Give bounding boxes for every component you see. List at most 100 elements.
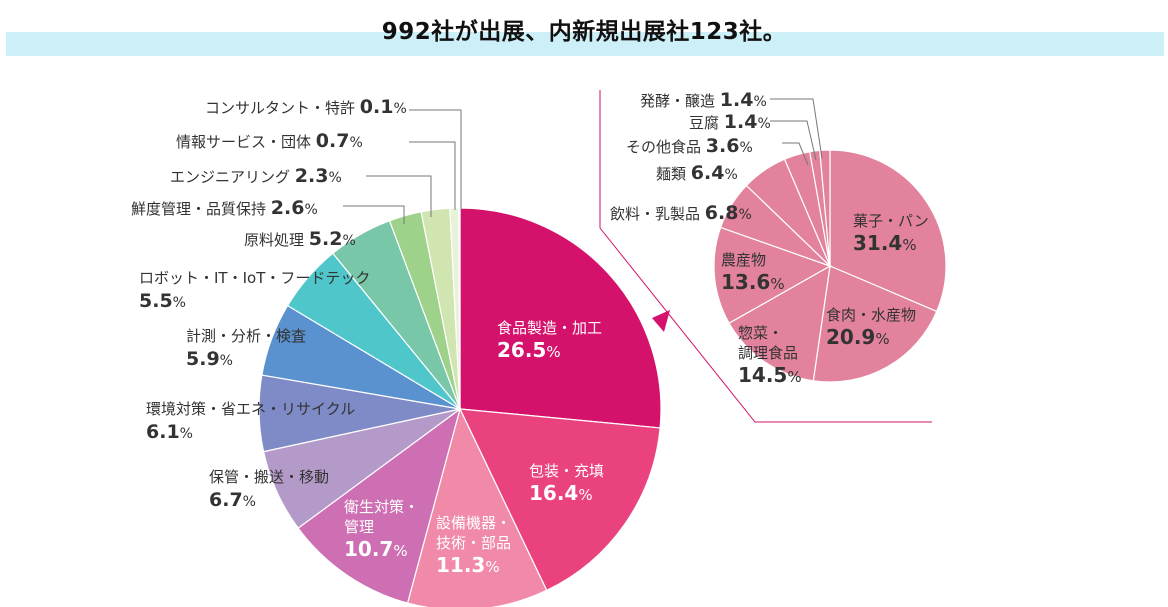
main-pie-value-number: 6.1 bbox=[146, 421, 180, 443]
main-pie-category-label: 管理 bbox=[344, 518, 374, 536]
main-pie-unit-label: % bbox=[546, 343, 560, 361]
breakdown-pie-value-number: 14.5 bbox=[738, 363, 787, 387]
breakdown-pie-category-label: その他食品 bbox=[626, 138, 706, 156]
main-pie-label: 鮮度管理・品質保持 2.6% bbox=[131, 197, 318, 219]
main-pie-value-label: 26.5% bbox=[497, 338, 561, 362]
breakdown-pie-value-label: 14.5% bbox=[738, 363, 802, 387]
breakdown-pie-unit-label: % bbox=[724, 167, 737, 183]
main-pie-unit-label: % bbox=[243, 494, 256, 510]
breakdown-pie-slice bbox=[829, 149, 947, 313]
main-pie-leader-line bbox=[409, 141, 456, 210]
breakdown-pie-leader-line bbox=[782, 142, 809, 166]
main-pie-unit-label: % bbox=[220, 353, 233, 369]
breakdown-pie-labels: 菓子・パン31.4%食肉・水産物20.9%惣菜・調理食品14.5%農産物13.6… bbox=[610, 89, 929, 387]
main-pie-category-label: 計測・分析・検査 bbox=[186, 327, 306, 345]
main-pie-value-label: 11.3% bbox=[436, 553, 500, 577]
main-pie-unit-label: % bbox=[342, 233, 355, 249]
breakdown-pie-label: 麺類 6.4% bbox=[656, 162, 738, 184]
main-pie-unit-label: % bbox=[304, 202, 317, 218]
main-pie-category-label: エンジニアリング bbox=[170, 168, 295, 186]
main-pie-value-number: 26.5 bbox=[497, 338, 546, 362]
breakdown-pie-value-number: 31.4 bbox=[853, 231, 902, 255]
main-pie-unit-label: % bbox=[328, 170, 341, 186]
breakdown-pie-value-number: 13.6 bbox=[721, 270, 770, 294]
main-pie-unit-label: % bbox=[349, 135, 362, 151]
main-pie-category-label: コンサルタント・特許 bbox=[205, 99, 360, 117]
breakdown-pie-unit-label: % bbox=[902, 236, 916, 254]
breakdown-pie-unit-label: % bbox=[770, 275, 784, 293]
breakdown-pie-leader-lines bbox=[770, 98, 823, 166]
main-pie-unit-label: % bbox=[393, 542, 407, 560]
breakdown-pie-category-label: 農産物 bbox=[721, 251, 766, 269]
breakdown-pie-category-label: 惣菜・ bbox=[738, 324, 783, 342]
breakdown-pie-unit-label: % bbox=[738, 207, 751, 223]
breakdown-pie-category-label: 発酵・醸造 bbox=[640, 92, 720, 110]
main-pie-slice bbox=[459, 408, 661, 592]
breakdown-pie-value-label: 20.9% bbox=[826, 325, 890, 349]
breakdown-pie-slice bbox=[713, 226, 832, 324]
main-pie-unit-label: % bbox=[485, 558, 499, 576]
main-pie-leader-line bbox=[343, 205, 405, 224]
main-pie-label: 原料処理 5.2% bbox=[244, 228, 356, 250]
main-pie-category-label: 包装・充填 bbox=[529, 462, 604, 480]
main-pie-value-number: 10.7 bbox=[344, 537, 393, 561]
breakdown-pie-leader-line bbox=[770, 120, 817, 161]
breakdown-pie-value-label: 1.4 bbox=[724, 111, 758, 133]
main-pie-unit-label: % bbox=[393, 101, 406, 117]
main-pie-category-label: 原料処理 bbox=[244, 231, 309, 249]
breakdown-pie-unit-label: % bbox=[787, 368, 801, 386]
breakdown-pie-value-label: 3.6 bbox=[706, 135, 740, 157]
breakdown-pie-value-number: 20.9 bbox=[826, 325, 875, 349]
main-pie-unit-label: % bbox=[180, 426, 193, 442]
main-pie-label: 情報サービス・団体 0.7% bbox=[176, 130, 363, 152]
breakdown-pie bbox=[713, 149, 947, 383]
main-pie-label: エンジニアリング 2.3% bbox=[170, 165, 342, 187]
main-pie-value-label: 0.7 bbox=[316, 130, 350, 152]
main-pie bbox=[258, 207, 662, 607]
breakdown-pie-value-label: 13.6% bbox=[721, 270, 785, 294]
main-pie-category-label: 保管・搬送・移動 bbox=[209, 468, 329, 486]
main-pie-value-label: 2.3 bbox=[295, 165, 329, 187]
main-pie-slice bbox=[297, 407, 462, 604]
main-pie-value-number: 5.9 bbox=[186, 348, 220, 370]
main-pie-value-label: 5.9% bbox=[186, 348, 233, 370]
breakdown-pie-unit-label: % bbox=[875, 330, 889, 348]
breakdown-pie-value-label: 6.4 bbox=[691, 162, 725, 184]
main-pie-value-number: 6.7 bbox=[209, 489, 243, 511]
breakdown-pie-category-label: 食肉・水産物 bbox=[826, 306, 916, 324]
main-pie-category-label: ロボット・IT・IoT・フードテック bbox=[139, 269, 370, 287]
main-pie-value-label: 6.7% bbox=[209, 489, 256, 511]
main-pie-value-label: 16.4% bbox=[529, 481, 593, 505]
main-pie-label: コンサルタント・特許 0.1% bbox=[205, 96, 407, 118]
breakdown-pie-label: 豆腐 1.4% bbox=[689, 111, 771, 133]
main-pie-value-number: 16.4 bbox=[529, 481, 578, 505]
main-pie-leader-line bbox=[409, 109, 462, 210]
main-pie-value-label: 6.1% bbox=[146, 421, 193, 443]
breakdown-pie-unit-label: % bbox=[757, 116, 770, 132]
breakdown-pie-category-label: 調理食品 bbox=[738, 344, 798, 362]
breakdown-pie-value-label: 6.8 bbox=[705, 202, 739, 224]
main-pie-leader-line bbox=[366, 175, 432, 217]
main-pie-value-label: 5.5% bbox=[139, 290, 186, 312]
main-pie-category-label: 鮮度管理・品質保持 bbox=[131, 200, 271, 218]
breakdown-pie-label: 発酵・醸造 1.4% bbox=[640, 89, 767, 111]
breakdown-pointer-icon bbox=[652, 310, 670, 332]
breakdown-pie-category-label: 豆腐 bbox=[689, 114, 724, 132]
breakdown-pie-leader-line bbox=[770, 98, 823, 159]
breakdown-pie-category-label: 菓子・パン bbox=[853, 212, 929, 230]
breakdown-pie-slice bbox=[812, 265, 938, 383]
main-pie-category-label: 衛生対策・ bbox=[344, 498, 419, 516]
page-title: 992社が出展、内新規出展社123社。 bbox=[381, 19, 787, 45]
breakdown-pie-value-label: 1.4 bbox=[720, 89, 754, 111]
breakdown-pie-slice bbox=[728, 264, 831, 382]
breakdown-pie-label: その他食品 3.6% bbox=[626, 135, 753, 157]
main-pie-slice bbox=[458, 207, 461, 410]
breakdown-pie-category-label: 麺類 bbox=[656, 165, 691, 183]
breakdown-pie-value-label: 31.4% bbox=[853, 231, 917, 255]
main-pie-category-label: 設備機器・ bbox=[436, 514, 511, 532]
main-pie-category-label: 情報サービス・団体 bbox=[176, 133, 316, 151]
breakdown-pie-category-label: 飲料・乳製品 bbox=[610, 205, 705, 223]
breakdown-pie-label: 飲料・乳製品 6.8% bbox=[610, 202, 752, 224]
